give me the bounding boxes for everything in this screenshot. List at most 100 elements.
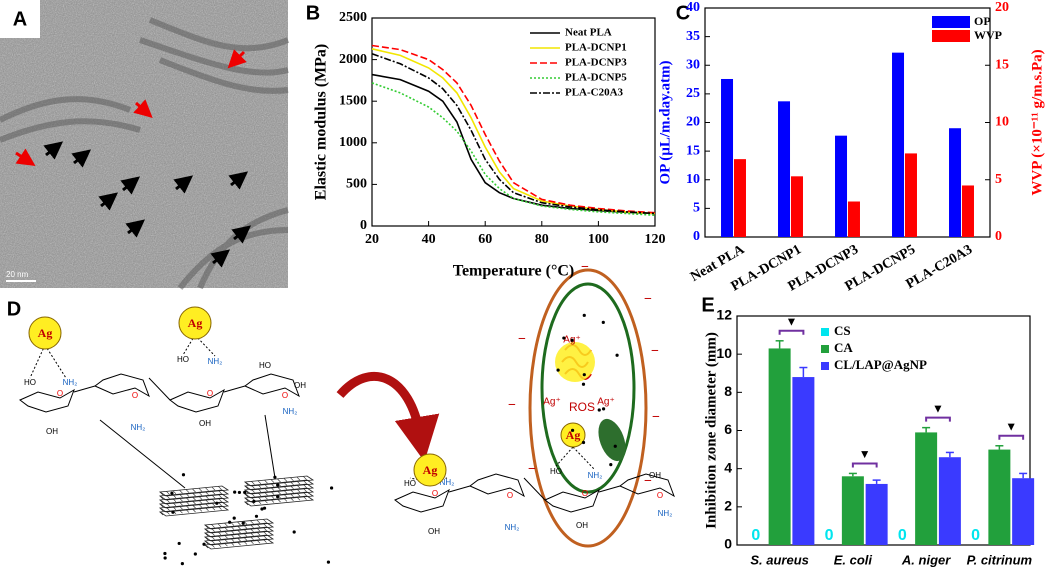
graphene-stack [256,527,261,532]
graphene-stack [203,518,275,530]
series-line [371,53,656,215]
graphene-stack [270,483,275,487]
panel-label: B [306,2,320,24]
data-label: 0 [898,527,907,544]
graphene-stack [230,538,235,542]
graphene-stack [237,529,241,534]
graphene-stack [204,524,209,529]
dot [233,490,237,494]
red-arrow [133,99,153,119]
graphene-stack [218,506,222,510]
y2-tick-label: 0 [995,229,1002,244]
graphene-stack [270,487,275,491]
dot [177,541,181,546]
ag-label: Ag [188,316,203,330]
dot [570,338,574,342]
y2-tick-label: 5 [995,172,1002,187]
graphene-stack [166,495,170,499]
ag-label: Ag [38,326,53,340]
y-tick-label: 40 [686,0,700,15]
legend-label: Neat PLA [565,27,612,39]
chem-label: HO [404,479,416,488]
graphene-stack [205,507,209,512]
sugar-ring [619,473,675,498]
coordination-bond [555,446,574,467]
bar [892,52,905,237]
ag-particle [560,422,586,448]
charge-sign: − [581,260,589,275]
chem-label: OH [294,381,306,390]
sugar-ring [94,373,150,398]
chem-label: NH₂ [131,423,146,432]
y-tick-label: 2500 [339,10,367,25]
y-tick-label: 0 [360,218,367,233]
y-tick-label: 12 [716,307,732,323]
dot [276,483,280,487]
graphene-stack [257,480,262,485]
graphene-stack [198,496,203,500]
graphene-stack [243,529,248,533]
chem-label: NH₂ [283,407,298,416]
graphene-stack [283,490,288,494]
graphene-stack [243,479,315,491]
graphene-stack [243,533,248,537]
x-tick-label: 40 [422,232,436,247]
graphene-stack [211,524,215,528]
graphene-stack [185,501,190,505]
legend-swatch [821,328,829,336]
ag-label: Ag [423,463,438,477]
graphene-stack [205,503,209,508]
dot [329,486,334,490]
graphene-stack [198,508,203,512]
dot [243,490,247,494]
series-line [371,73,656,215]
graphene-stack [296,476,301,481]
graphene-stack [303,488,307,492]
bacterial-cell-wall [528,268,648,548]
linker [264,414,276,479]
series-line [371,82,656,216]
dot [163,551,167,556]
graphene-stack [243,541,248,545]
graphene-stack [257,492,262,497]
glycosidic-bond [73,385,96,393]
y-tick-label: 25 [686,86,700,101]
chem-label: O [57,389,63,398]
chem-label: O [657,491,663,500]
glycosidic-bond [523,477,546,501]
panel-label: D [7,298,21,320]
dot [260,507,264,511]
graphene-stack [270,479,275,483]
dot [292,530,296,534]
chem-label: OH [199,419,211,428]
graphene-stack [257,488,262,493]
graphene-stack [185,505,190,509]
glycosidic-bond [223,385,246,393]
graphene-stack [204,528,209,533]
dot [582,373,586,377]
graphene-stack [224,542,228,547]
y-axis-label: OP (µL/m.day.atm) [657,60,673,184]
chem-label: HO [259,361,271,370]
graphene-stack [158,493,230,505]
x-tick-label: 80 [535,232,549,247]
graphene-stack [217,523,222,528]
coordination-bond [409,477,431,483]
chem-label: NH₂ [588,471,603,480]
bar [904,153,917,237]
graphene-stack [224,538,228,543]
graphene-stack [211,506,216,511]
x-tick-label: 20 [365,232,379,247]
scale-bar-label: 20 nm [6,270,29,279]
graphene-stack [159,511,164,516]
dot [163,556,167,560]
graphene-stack [158,505,230,517]
y-tick-label: 20 [686,115,700,130]
graphene-stack [159,503,164,508]
graphene-stack [237,525,241,530]
chem-label: OH [576,521,588,530]
graphene-stack [243,491,315,503]
dot [581,440,586,445]
graphene-stack [185,493,190,497]
